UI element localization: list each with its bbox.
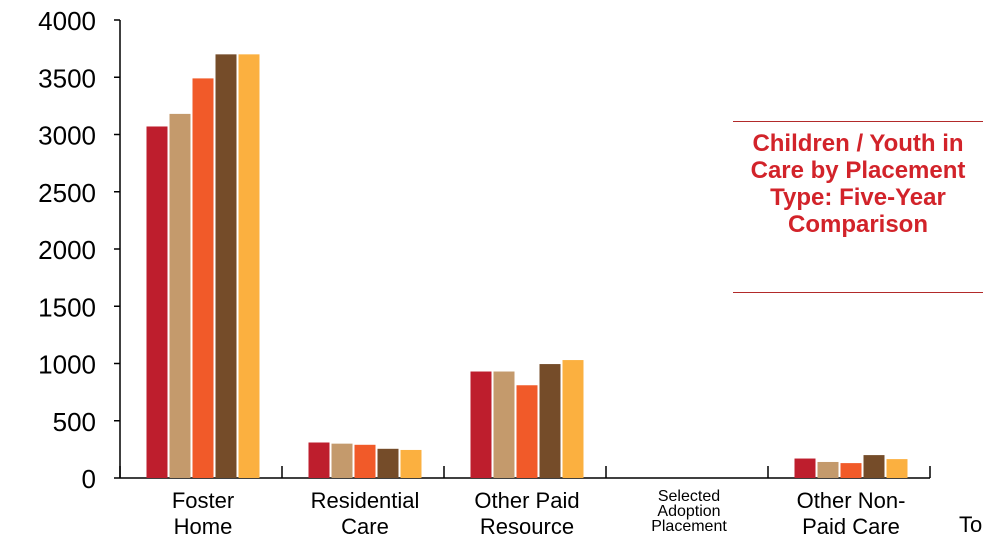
- x-tick-label: Residential: [311, 488, 420, 513]
- bars: [146, 54, 908, 479]
- bar: [817, 461, 839, 478]
- bar: [562, 360, 584, 478]
- bar: [308, 442, 330, 478]
- x-tick-label: Care: [341, 514, 389, 539]
- chart-title-box: Children / Youth in Care by Placement Ty…: [733, 121, 983, 293]
- x-tick-label: Resource: [480, 514, 574, 539]
- y-tick-label: 500: [53, 407, 96, 437]
- bar: [192, 78, 214, 479]
- bar: [470, 371, 492, 478]
- x-tick-label: Home: [174, 514, 233, 539]
- bar: [331, 443, 353, 478]
- x-tick-label: Paid Care: [802, 514, 900, 539]
- y-tick-label: 4000: [38, 6, 96, 36]
- bar: [863, 455, 885, 478]
- bar: [238, 54, 260, 478]
- partial-category-label: To: [959, 512, 983, 537]
- y-tick-label: 2000: [38, 235, 96, 265]
- bar: [516, 385, 538, 478]
- bar: [354, 444, 376, 478]
- y-tick-label: 2500: [38, 178, 96, 208]
- y-tick-label: 1000: [38, 350, 96, 380]
- y-tick-label: 3500: [38, 63, 96, 93]
- bar: [215, 54, 237, 478]
- bar: [794, 458, 816, 478]
- y-tick-label: 3000: [38, 121, 96, 151]
- bar: [146, 126, 168, 479]
- y-axis: 0 500 1000 1500 2000 2500 3000 3500 4000: [38, 6, 121, 494]
- bar: [539, 364, 561, 478]
- x-tick-label: Foster: [172, 488, 234, 513]
- chart-title: Children / Youth in Care by Placement Ty…: [750, 130, 966, 238]
- x-tick-label: Adoption: [657, 503, 720, 520]
- x-tick-label: Placement: [651, 518, 727, 535]
- bar: [377, 448, 399, 478]
- bar: [400, 449, 422, 478]
- bar: [886, 459, 908, 478]
- x-tick-label: Other Paid: [474, 488, 579, 513]
- bar: [493, 371, 515, 478]
- bar: [169, 113, 191, 478]
- bar: [840, 463, 862, 478]
- x-tick-label: Selected: [658, 488, 720, 505]
- x-tick-label: Other Non-: [797, 488, 906, 513]
- y-tick-label: 1500: [38, 292, 96, 322]
- y-tick-label: 0: [82, 464, 96, 494]
